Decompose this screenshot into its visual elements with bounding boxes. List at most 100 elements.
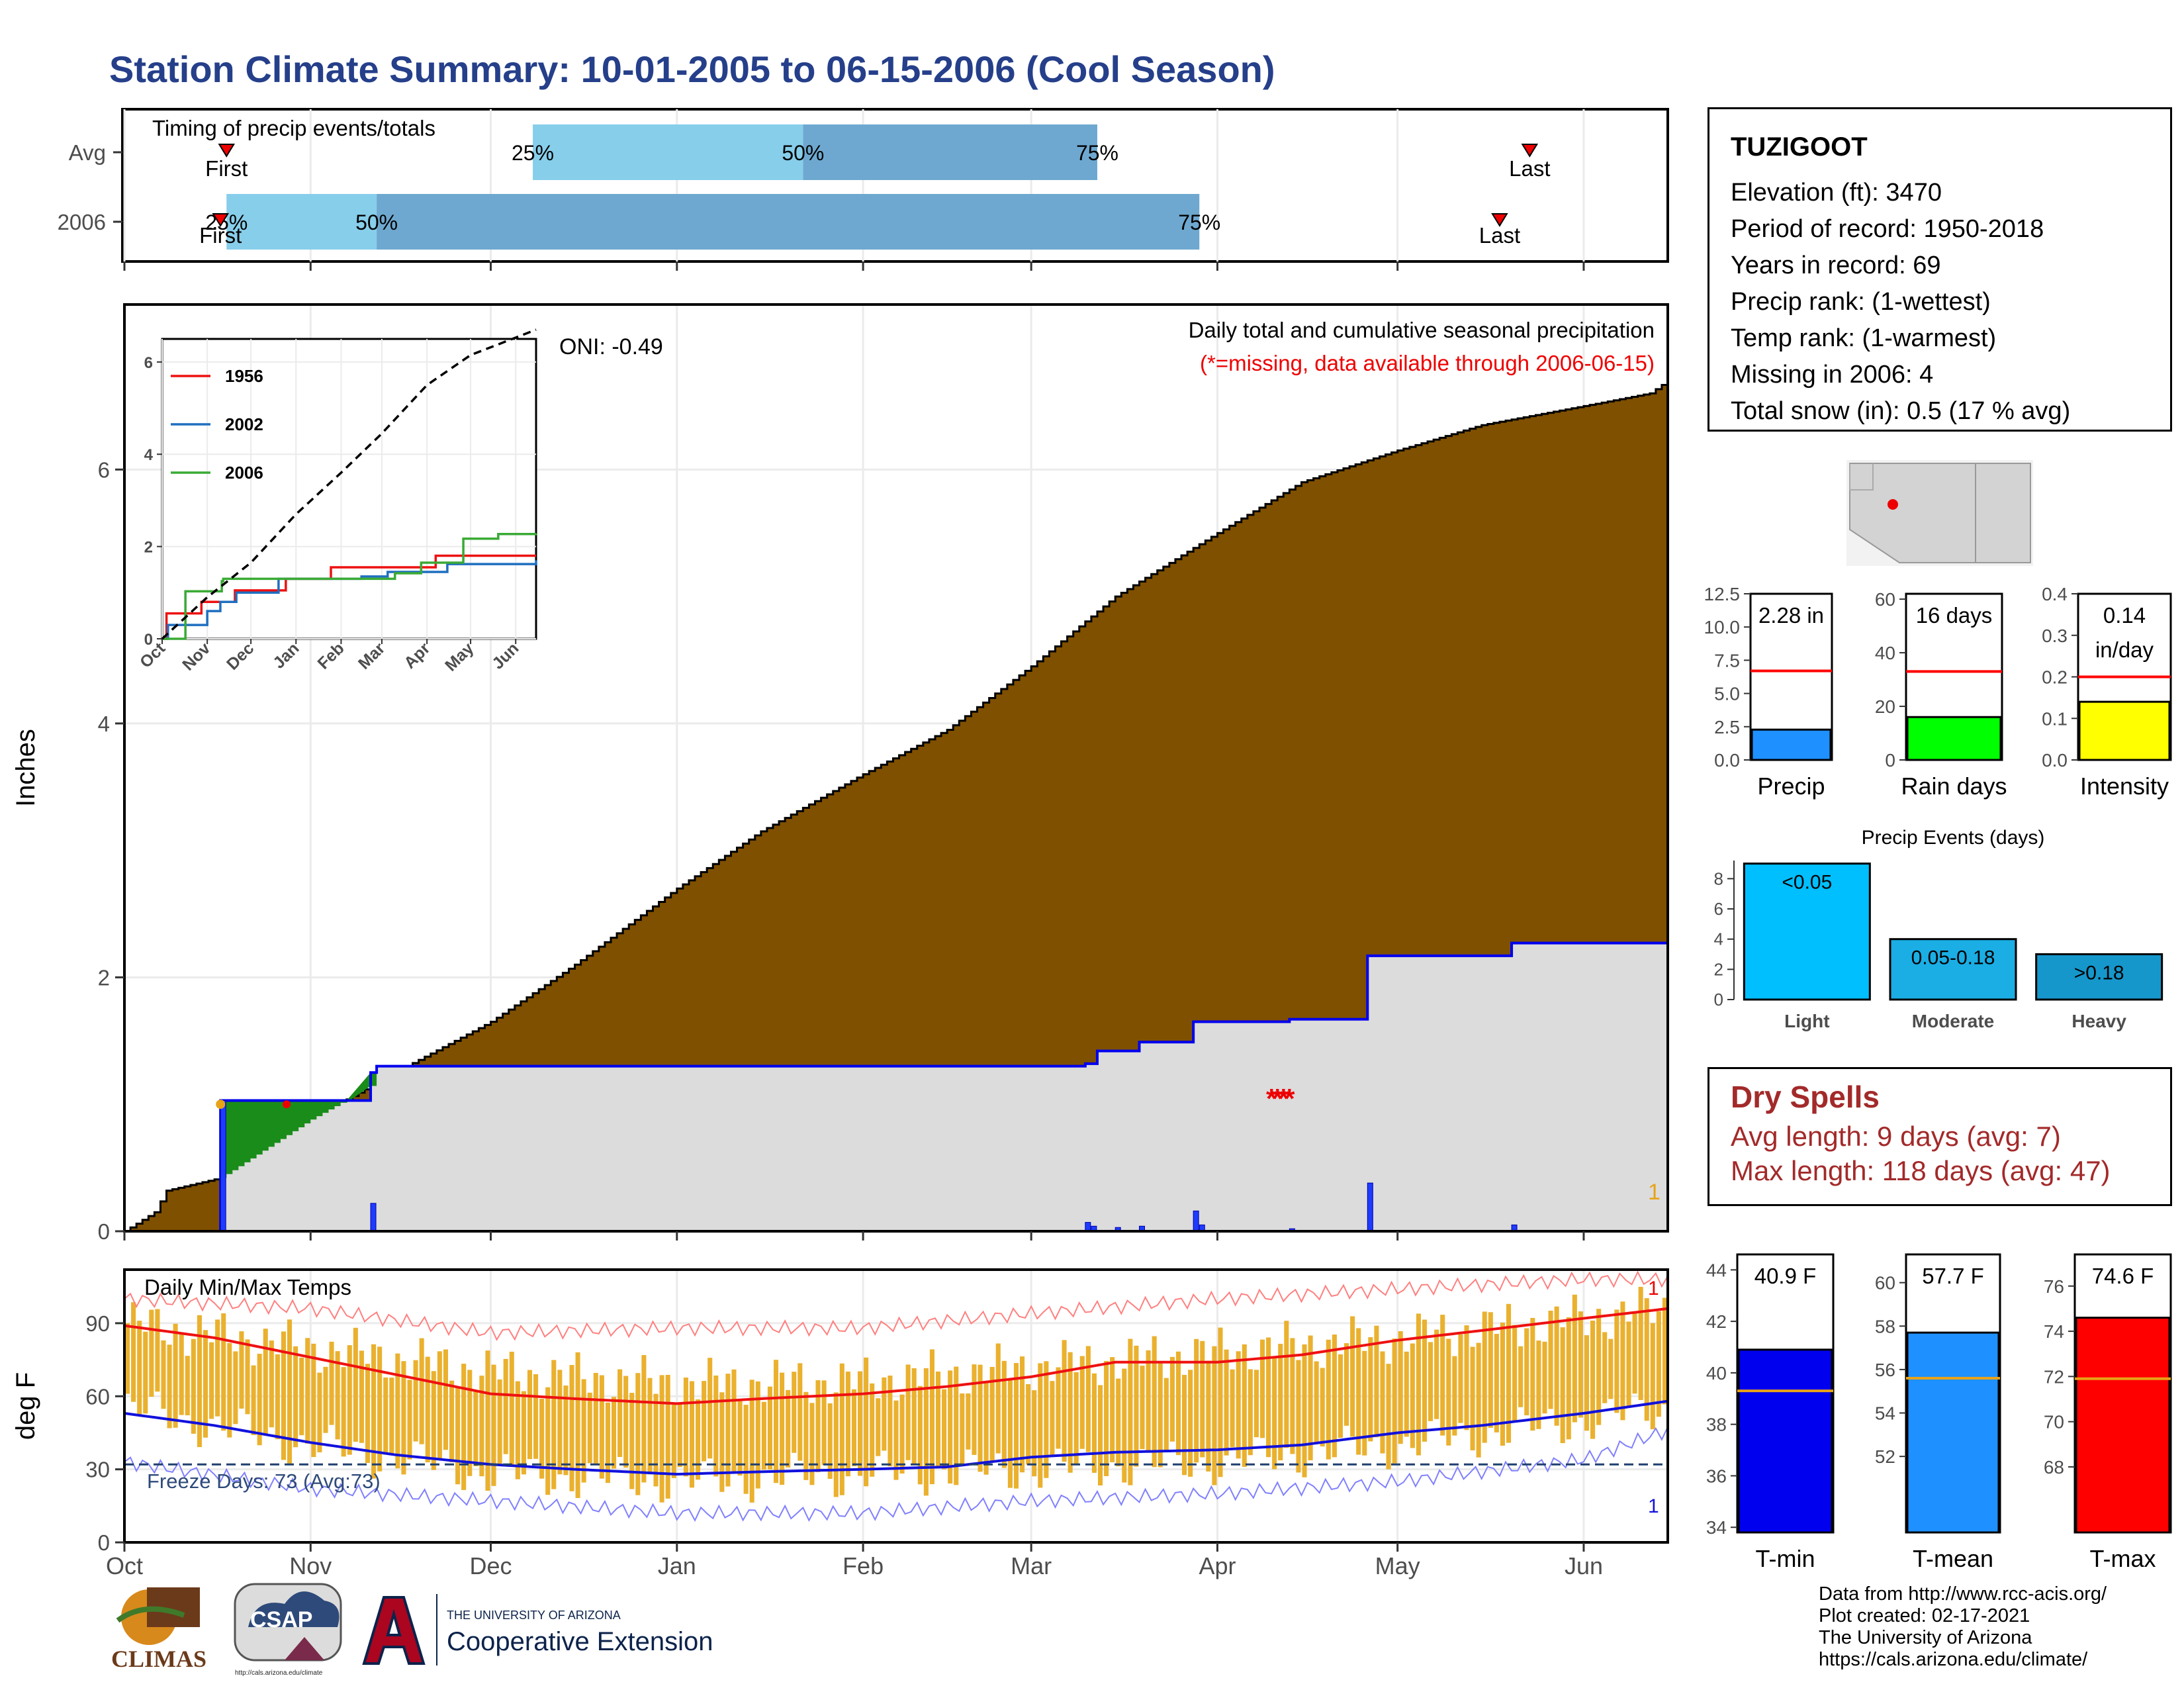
temp-daily-bar (1410, 1343, 1415, 1448)
temp-daily-bar (1344, 1343, 1349, 1426)
timing-q1-bar (533, 124, 803, 180)
events-category-label: Heavy (2071, 1011, 2126, 1031)
raindays-gauge-label: Rain days (1901, 773, 2007, 800)
map-arizona-shape (1849, 463, 1976, 563)
station-years: Years in record: 69 (1731, 252, 1941, 279)
dry-spells-title: Dry Spells (1731, 1080, 1880, 1114)
temp-daily-bar (1368, 1337, 1373, 1442)
temp-daily-bar (485, 1350, 490, 1491)
gauge-value-unit: in/day (2095, 637, 2154, 662)
temp-daily-bar (1614, 1309, 1619, 1413)
inset-series-line (162, 554, 536, 640)
gauge-y-tick-label: 76 (2044, 1276, 2064, 1297)
station-name: TUZIGOOT (1731, 132, 1868, 162)
temp-daily-bar (1572, 1294, 1577, 1423)
temp-daily-bar (696, 1399, 701, 1480)
precip-annotation: Daily total and cumulative seasonal prec… (1189, 318, 1655, 342)
temp-daily-bar (1506, 1303, 1512, 1443)
credit-institution: The University of Arizona (1819, 1627, 2032, 1648)
precip_gauge-gauge: 0.0 2.5 5.0 7.5 10.0 12.5 2.28 in Precip (1704, 584, 1833, 800)
precip-missing-marker: * (1278, 1083, 1289, 1114)
temp-daily-bar (1032, 1390, 1037, 1477)
precip-y-tick-label: 6 (98, 457, 110, 482)
temp-daily-bar (1230, 1369, 1235, 1448)
temp-daily-bar (125, 1323, 130, 1394)
temp-x-tick-label: Oct (106, 1552, 143, 1579)
temp-daily-bar (677, 1404, 682, 1468)
temp-x-tick-label: Apr (1199, 1552, 1236, 1579)
precip-panel-frame (123, 303, 1669, 1233)
precip-first-event-dot (216, 1100, 226, 1109)
precip-missing-note: (*=missing, data available through 2006-… (1200, 351, 1655, 375)
temp-daily-bar (155, 1309, 160, 1392)
temp-daily-bar (725, 1374, 731, 1487)
temp-daily-bar (239, 1331, 244, 1409)
temp-daily-bar (257, 1354, 262, 1446)
temp-daily-bar (1458, 1334, 1463, 1423)
gauge-value-bar (1906, 716, 2002, 761)
temp-daily-bar (179, 1333, 184, 1415)
gauge-y-tick-label: 12.5 (1704, 584, 1741, 604)
station-missing: Missing in 2006: 4 (1731, 361, 1934, 389)
temp-daily-bar (1326, 1339, 1331, 1460)
temp-daily-bar (587, 1392, 592, 1464)
temp-daily-bar (827, 1403, 833, 1479)
gauge-y-tick-label: 2.5 (1714, 717, 1740, 737)
temp-daily-bar (1140, 1366, 1145, 1450)
precip-missing-marker: * (1272, 1083, 1283, 1114)
temp-daily-bar (173, 1323, 178, 1428)
dry-spells-box: Dry Spells Avg length: 9 days (avg: 7) M… (1707, 1067, 2172, 1206)
temp-daily-bar (923, 1368, 929, 1496)
gauge-y-tick-label: 60 (1875, 589, 1895, 610)
intensity-gauge-label: Intensity (2080, 773, 2169, 800)
gauge-y-tick-label: 0.1 (2042, 708, 2068, 729)
temp-daily-bar (131, 1302, 136, 1402)
temp-y-tick-label: 90 (85, 1311, 110, 1336)
ua-extension: Cooperative Extension (447, 1627, 713, 1656)
temp-daily-bar (575, 1352, 580, 1499)
temp-daily-bar (1632, 1313, 1637, 1394)
raindays_gauge-gauge: 0 20 40 60 16 days Rain days (1875, 589, 2007, 800)
temp-daily-bar (1578, 1311, 1583, 1418)
station-elevation: Elevation (ft): 3470 (1731, 179, 1942, 207)
temp-daily-bar (761, 1401, 766, 1470)
temp-daily-bar (443, 1349, 448, 1450)
temp-daily-bar (1332, 1334, 1337, 1458)
temp-daily-bar (1386, 1364, 1391, 1470)
temp-daily-bar (263, 1329, 268, 1436)
gauge-value-label: 57.7 F (1922, 1264, 1984, 1288)
temp-daily-bar (203, 1330, 208, 1438)
temp-daily-bar (1542, 1341, 1547, 1414)
temp-daily-bar (1266, 1337, 1271, 1458)
temp-freeze-days: Freeze Days: 73 (Avg:73) (147, 1470, 381, 1493)
temp-daily-bar (713, 1375, 719, 1477)
precip-missing-marker: * (1266, 1083, 1277, 1114)
temp-daily-bar (1038, 1363, 1043, 1488)
timing-row-label: 2006 (58, 210, 106, 234)
temp-daily-bar (845, 1372, 850, 1477)
temp-daily-bar (767, 1386, 772, 1470)
temp-daily-bar (876, 1398, 881, 1456)
temp-daily-bar (882, 1377, 887, 1451)
temp-daily-bar (1488, 1312, 1493, 1429)
temp-daily-bar (479, 1376, 484, 1477)
temp-daily-bar (299, 1357, 304, 1436)
temp-daily-bar (1062, 1340, 1067, 1462)
temp-daily-bar (359, 1350, 364, 1443)
temp-daily-bar (1608, 1338, 1614, 1399)
temp-daily-bar (948, 1370, 953, 1484)
credit-plot-date: Plot created: 02-17-2021 (1819, 1605, 2030, 1626)
temp-daily-bar (1470, 1346, 1475, 1450)
temp-daily-bar (780, 1372, 785, 1485)
temp-daily-bar (851, 1389, 857, 1466)
timing-p75-label: 75% (1076, 141, 1118, 165)
timing-title: Timing of precip events/totals (152, 116, 435, 140)
gauge-y-tick-label: 0.3 (2042, 626, 2068, 646)
temp-daily-bar (1163, 1378, 1169, 1451)
precip-daily-bar (1085, 1222, 1091, 1232)
temp-daily-bar (227, 1342, 232, 1438)
temp-daily-bar (1524, 1328, 1529, 1416)
temp-daily-bar (533, 1374, 539, 1459)
temp-daily-bar (317, 1372, 322, 1452)
temp-daily-bar (1152, 1336, 1157, 1468)
